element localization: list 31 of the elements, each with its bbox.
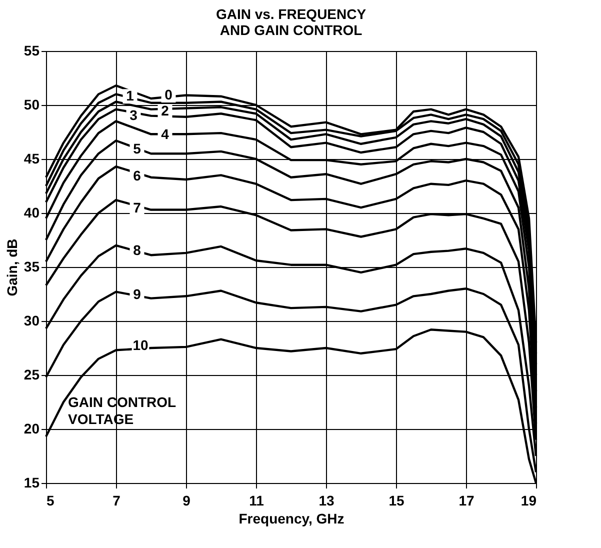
annotation: 3 [130, 106, 138, 123]
y-tick-label: 55 [24, 42, 40, 58]
annotation: 0 [164, 86, 173, 102]
x-tick-label: 19 [520, 492, 537, 508]
annotation: 9 [133, 286, 142, 302]
y-tick-label: 25 [24, 366, 40, 382]
y-tick-label: 15 [24, 474, 40, 490]
x-axis-title: Frequency, GHz [238, 510, 344, 526]
x-tick-label: 15 [388, 492, 404, 508]
annotation: 7 [133, 200, 142, 216]
annotation: 8 [133, 242, 142, 258]
y-tick-label: 35 [24, 258, 40, 274]
annotation: 5 [133, 140, 142, 156]
x-tick-label: 13 [318, 492, 334, 508]
y-tick-label: 20 [24, 420, 40, 436]
x-tick-label: 17 [458, 492, 474, 508]
y-tick-label: 45 [24, 150, 40, 166]
annotation: 10 [132, 336, 148, 353]
x-tick-label: 9 [182, 492, 191, 508]
annotation: 6 [133, 167, 142, 184]
x-tick-label: 5 [46, 492, 54, 508]
annotation: 2 [161, 102, 170, 118]
x-tick-label: 7 [112, 492, 121, 508]
y-tick-label: 40 [24, 204, 40, 220]
y-axis-title: Gain, dB [4, 238, 20, 296]
annotation: 4 [161, 126, 170, 142]
chart-title: GAIN vs. FREQUENCY AND GAIN CONTROL [216, 6, 367, 38]
y-tick-label: 30 [24, 312, 40, 328]
y-tick-label: 50 [24, 96, 40, 112]
x-tick-label: 11 [249, 492, 264, 508]
annotation: 1 [126, 87, 134, 104]
